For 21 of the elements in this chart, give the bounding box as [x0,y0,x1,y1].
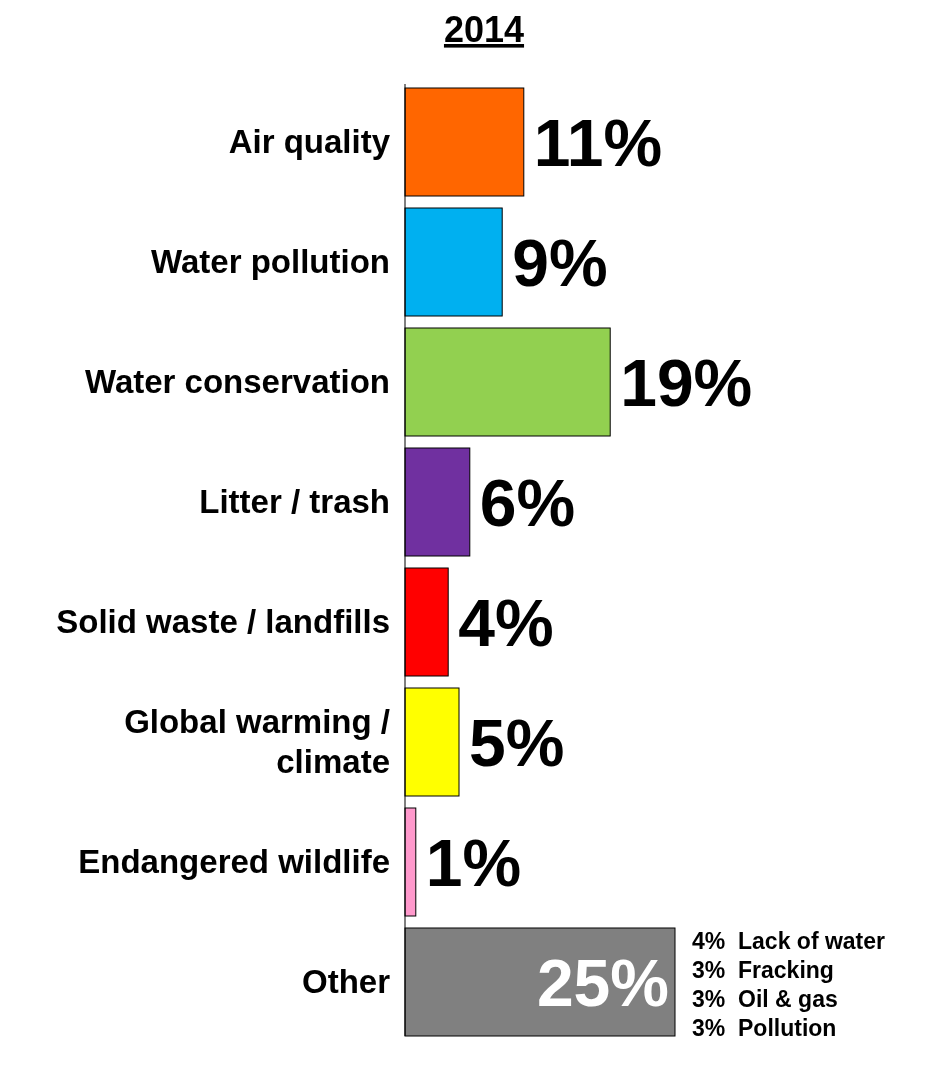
data-label: 19% [620,346,753,420]
y-tick-label: Solid waste / landfills [56,603,390,640]
data-label: 25% [536,946,669,1020]
text: 4% Lack of water [692,928,886,954]
y-tick-label: Litter / trash [199,483,390,520]
chart-title: 2014 [443,9,525,50]
data-label: 6% [479,466,576,540]
y-tick-label: Other [301,963,391,1000]
data-label: 5% [469,706,565,780]
data-label: 4% [458,586,554,660]
y-tick-label: Global warming / climate [124,703,390,780]
text: 3% Pollution [692,1015,837,1041]
text: 3% Oil & gas [692,986,838,1012]
data-label: 9% [512,226,608,300]
y-tick-label: Water conservation [84,363,390,400]
data-label: 11% [533,106,663,180]
y-tick-label: Air quality [228,123,391,160]
y-tick-label: Endangered wildlife [78,843,390,880]
text: 3% Fracking [692,957,834,983]
data-label: 1% [425,826,522,900]
y-tick-label: Water pollution [151,243,390,280]
